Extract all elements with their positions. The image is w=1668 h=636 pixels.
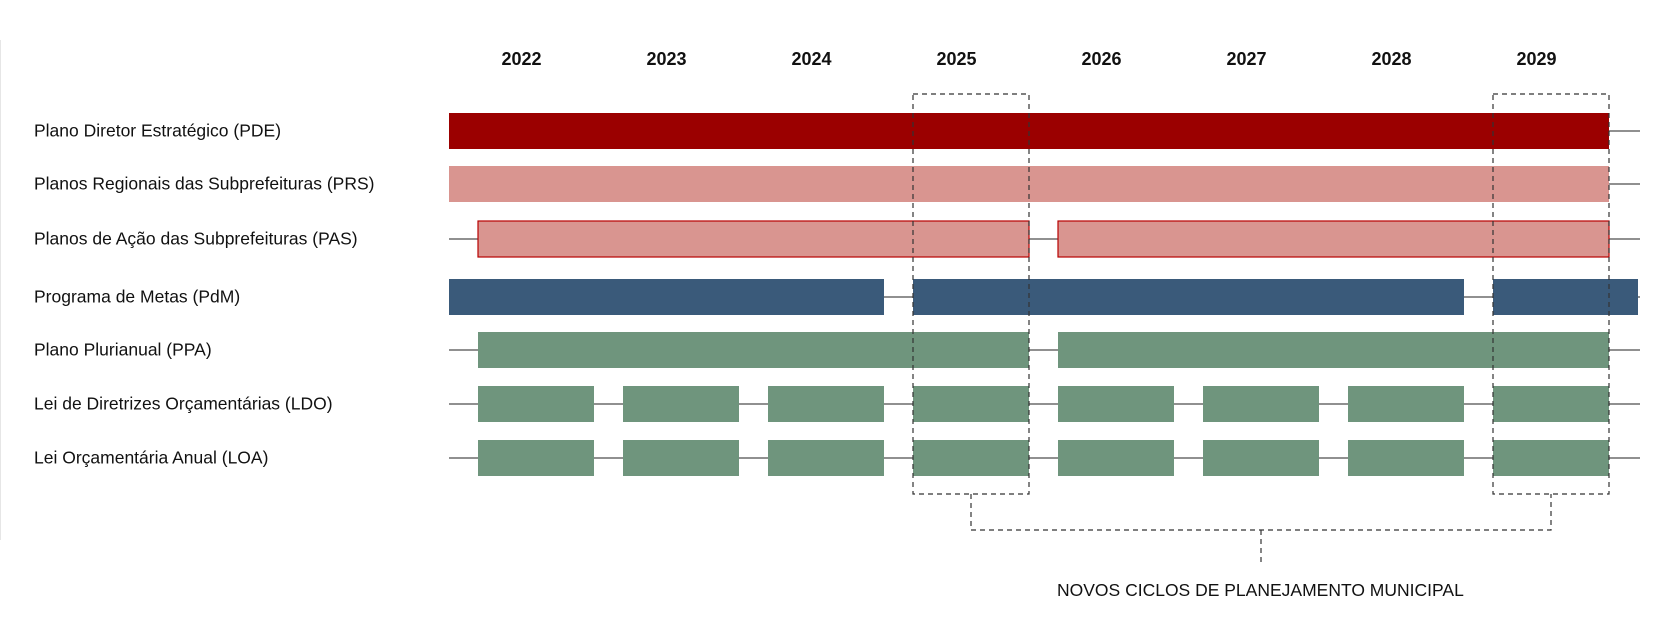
bar-row4-seg0 bbox=[478, 332, 1029, 368]
bar-row6-seg0 bbox=[478, 440, 594, 476]
bar-row3-seg2 bbox=[1493, 279, 1638, 315]
left-edge-divider bbox=[0, 40, 1, 540]
bar-row3-seg1 bbox=[913, 279, 1464, 315]
row-label-prs: Planos Regionais das Subprefeituras (PRS… bbox=[34, 173, 375, 194]
bar-row5-seg5 bbox=[1203, 386, 1319, 422]
bar-row5-seg2 bbox=[768, 386, 884, 422]
year-label-2024: 2024 bbox=[791, 49, 832, 69]
bracket-line bbox=[970, 494, 1552, 531]
bar-row5-seg6 bbox=[1348, 386, 1464, 422]
caption-new-cycles: NOVOS CICLOS DE PLANEJAMENTO MUNICIPAL bbox=[1057, 580, 1464, 600]
bar-row6-seg1 bbox=[623, 440, 739, 476]
bar-row6-seg2 bbox=[768, 440, 884, 476]
year-label-2026: 2026 bbox=[1081, 49, 1122, 69]
highlight-box-2025 bbox=[912, 93, 1030, 495]
bar-row5-seg7 bbox=[1493, 386, 1609, 422]
bar-row2-seg1 bbox=[1057, 220, 1610, 258]
year-label-2025: 2025 bbox=[936, 49, 977, 69]
bar-row6-seg7 bbox=[1493, 440, 1609, 476]
year-label-2022: 2022 bbox=[501, 49, 542, 69]
bar-row3-seg0 bbox=[449, 279, 884, 315]
bar-row6-seg4 bbox=[1058, 440, 1174, 476]
row-label-pdm: Programa de Metas (PdM) bbox=[34, 286, 241, 307]
bar-row6-seg6 bbox=[1348, 440, 1464, 476]
row-label-pas: Planos de Ação das Subprefeituras (PAS) bbox=[34, 228, 358, 249]
row-label-pde: Plano Diretor Estratégico (PDE) bbox=[34, 120, 282, 141]
bar-row5-seg0 bbox=[478, 386, 594, 422]
year-label-2029: 2029 bbox=[1516, 49, 1557, 69]
year-label-2027: 2027 bbox=[1226, 49, 1267, 69]
year-label-2023: 2023 bbox=[646, 49, 687, 69]
bar-row5-seg3 bbox=[913, 386, 1029, 422]
bar-row4-seg1 bbox=[1058, 332, 1609, 368]
highlight-box-2029 bbox=[1492, 93, 1610, 495]
bar-row6-seg3 bbox=[913, 440, 1029, 476]
bar-row6-seg5 bbox=[1203, 440, 1319, 476]
year-label-2028: 2028 bbox=[1371, 49, 1412, 69]
row-label-ppa: Plano Plurianual (PPA) bbox=[34, 339, 212, 360]
bar-row5-seg4 bbox=[1058, 386, 1174, 422]
bar-row2-seg0 bbox=[477, 220, 1030, 258]
row-label-loa: Lei Orçamentária Anual (LOA) bbox=[34, 447, 269, 468]
bar-row5-seg1 bbox=[623, 386, 739, 422]
row-label-ldo: Lei de Diretrizes Orçamentárias (LDO) bbox=[34, 393, 333, 414]
